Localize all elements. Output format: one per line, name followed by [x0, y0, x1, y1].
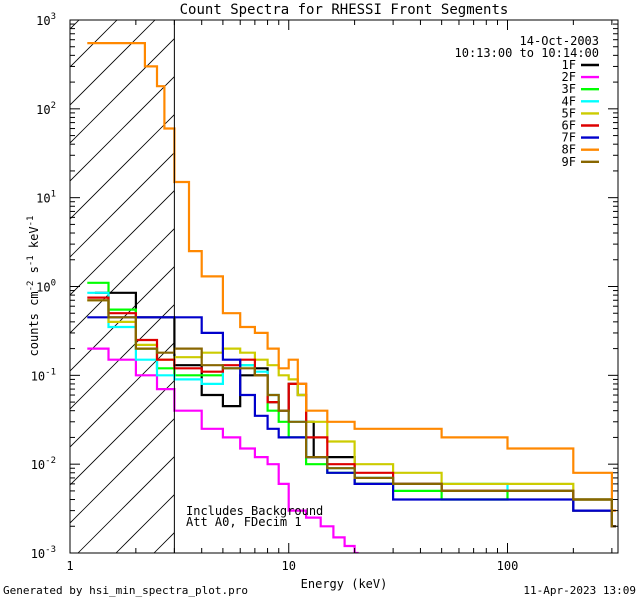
series-line-8F [87, 42, 616, 512]
annotation-attenuator: Att A0, FDecim 1 [186, 515, 302, 529]
legend-label-2F: 2F [562, 70, 576, 84]
annotation-background: Includes Background [186, 504, 323, 518]
series-group [87, 42, 616, 553]
hatch-line [70, 38, 175, 144]
y-tick-label: 102 [36, 101, 56, 117]
y-tick-label: 10-2 [31, 456, 56, 472]
hatch-line [70, 190, 175, 296]
hatch-line [70, 228, 175, 334]
hatch-line [77, 456, 175, 553]
legend-label-4F: 4F [562, 94, 576, 108]
legend-label-8F: 8F [562, 143, 576, 157]
y-tick-label: 100 [36, 279, 56, 295]
y-tick-label: 103 [36, 12, 56, 28]
y-tick-label: 10-3 [31, 545, 56, 561]
hatch-line [230, 0, 640, 553]
x-tick-label: 100 [497, 559, 519, 573]
legend-label-9F: 9F [562, 155, 576, 169]
y-tick-label: 101 [36, 190, 56, 206]
y-tick-label: 10-1 [31, 367, 56, 383]
hatch-line [70, 20, 80, 30]
legend-label-7F: 7F [562, 131, 576, 145]
legend-date: 14-Oct-2003 [520, 34, 599, 48]
hatch-line [70, 380, 175, 486]
axis-ticks: 1 10 100 10-3 10-2 10-1 100 101 102 103 [31, 12, 618, 573]
x-tick-label: 10 [282, 559, 296, 573]
hatch-line [70, 20, 156, 106]
y-axis-label: counts cm-2 s-1 keV-1 [26, 216, 41, 357]
chart-title: Count Spectra for RHESSI Front Segments [180, 2, 509, 18]
footer-generated-by: Generated by hsi_min_spectra_plot.pro [3, 584, 248, 597]
legend-time-range: 10:13:00 to 10:14:00 [455, 46, 600, 60]
hatch-line [0, 0, 30, 553]
hatch-line [70, 342, 175, 448]
hatch-line [70, 266, 175, 372]
series-line-5F [87, 299, 616, 528]
legend-label-1F: 1F [562, 58, 576, 72]
series-line-3F [87, 281, 616, 528]
x-axis-label: Energy (keV) [301, 577, 388, 591]
legend-label-5F: 5F [562, 106, 576, 120]
hatch-line [268, 0, 640, 553]
hatch-line [70, 152, 175, 258]
footer-timestamp: 11-Apr-2023 13:09 [523, 584, 636, 597]
x-tick-label: 1 [66, 559, 73, 573]
series-line-7F [87, 316, 616, 528]
legend-label-3F: 3F [562, 82, 576, 96]
legend-label-6F: 6F [562, 119, 576, 133]
hatch-line [70, 304, 175, 410]
series-line-2F [87, 347, 359, 553]
hatch-line [70, 418, 175, 524]
series-line-9F [87, 299, 616, 528]
hatch-region [0, 0, 640, 553]
